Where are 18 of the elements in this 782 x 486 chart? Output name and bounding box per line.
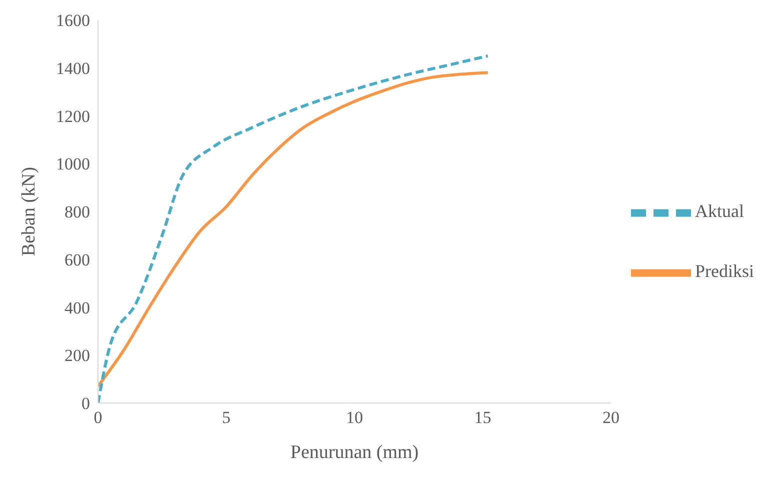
x-tick-label: 10 (346, 408, 363, 428)
y-tick-label: 600 (64, 250, 90, 270)
y-tick-label: 800 (64, 202, 90, 222)
y-tick-label: 400 (64, 298, 90, 318)
y-tick-label: 0 (82, 394, 90, 414)
y-tick-label: 1200 (56, 106, 90, 126)
x-axis-title: Penurunan (mm) (290, 442, 419, 463)
x-tick-label: 15 (474, 408, 492, 428)
y-tick-label: 1400 (56, 58, 90, 78)
y-axis-title: Beban (kN) (18, 166, 40, 256)
x-tick-label: 5 (222, 408, 230, 428)
x-tick-label: 20 (602, 408, 620, 428)
x-tick-label: 0 (94, 408, 102, 428)
y-tick-label: 1600 (56, 11, 90, 30)
legend-label: Aktual (694, 201, 744, 222)
y-tick-label: 1000 (56, 154, 90, 174)
legend-label: Prediksi (694, 261, 754, 282)
y-tick-label: 200 (64, 346, 90, 366)
